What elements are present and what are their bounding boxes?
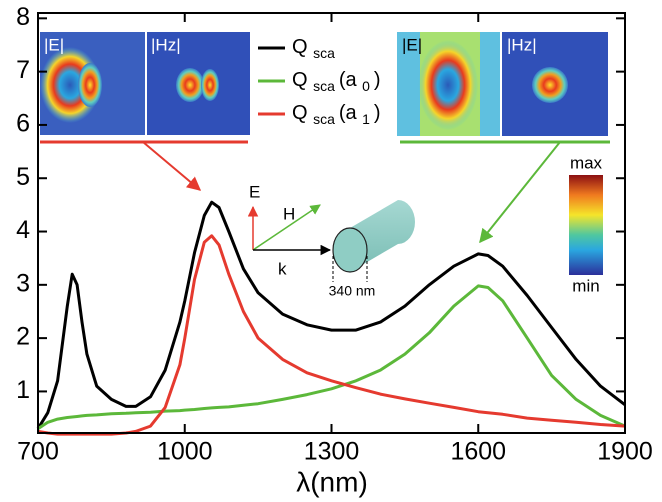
x-axis-label: λ(nm) bbox=[296, 466, 368, 497]
legend-label: Q sca (a 0 ) bbox=[292, 69, 381, 93]
x-tick-label: 1000 bbox=[157, 438, 213, 466]
x-tick-label: 1900 bbox=[597, 438, 653, 466]
inset-label: |E| bbox=[44, 35, 64, 54]
inset-label: |Hz| bbox=[151, 35, 181, 54]
y-tick-label: 8 bbox=[16, 3, 30, 31]
series-line bbox=[37, 284, 626, 430]
inset-left bbox=[40, 32, 250, 191]
series-line bbox=[37, 234, 626, 436]
x-tick-label: 1600 bbox=[450, 438, 506, 466]
colorbar bbox=[569, 175, 603, 275]
inset-label: |Hz| bbox=[507, 35, 537, 54]
series-line bbox=[36, 200, 626, 430]
field-label: E bbox=[249, 182, 260, 201]
y-tick-label: 4 bbox=[16, 216, 30, 244]
x-tick-label: 700 bbox=[17, 438, 59, 466]
colorbar-label: max bbox=[570, 153, 603, 172]
field-label: k bbox=[278, 259, 287, 278]
y-tick-label: 6 bbox=[16, 110, 30, 138]
colorbar-label: min bbox=[572, 276, 599, 295]
y-tick-label: 7 bbox=[16, 56, 30, 84]
legend-label: Q sca bbox=[292, 36, 335, 60]
y-tick-label: 2 bbox=[16, 323, 30, 351]
y-tick-label: 3 bbox=[16, 269, 30, 297]
y-tick-label: 5 bbox=[16, 163, 30, 191]
x-tick-label: 1300 bbox=[304, 438, 360, 466]
inset-label: |E| bbox=[402, 35, 422, 54]
legend-label: Q sca (a 1 ) bbox=[292, 102, 381, 126]
plot-frame bbox=[37, 12, 626, 434]
diameter-label: 340 nm bbox=[329, 283, 376, 299]
field-label: H bbox=[283, 204, 295, 223]
y-tick-label: 1 bbox=[16, 376, 30, 404]
inset-right bbox=[397, 32, 610, 244]
cylinder-diagram bbox=[247, 200, 415, 282]
